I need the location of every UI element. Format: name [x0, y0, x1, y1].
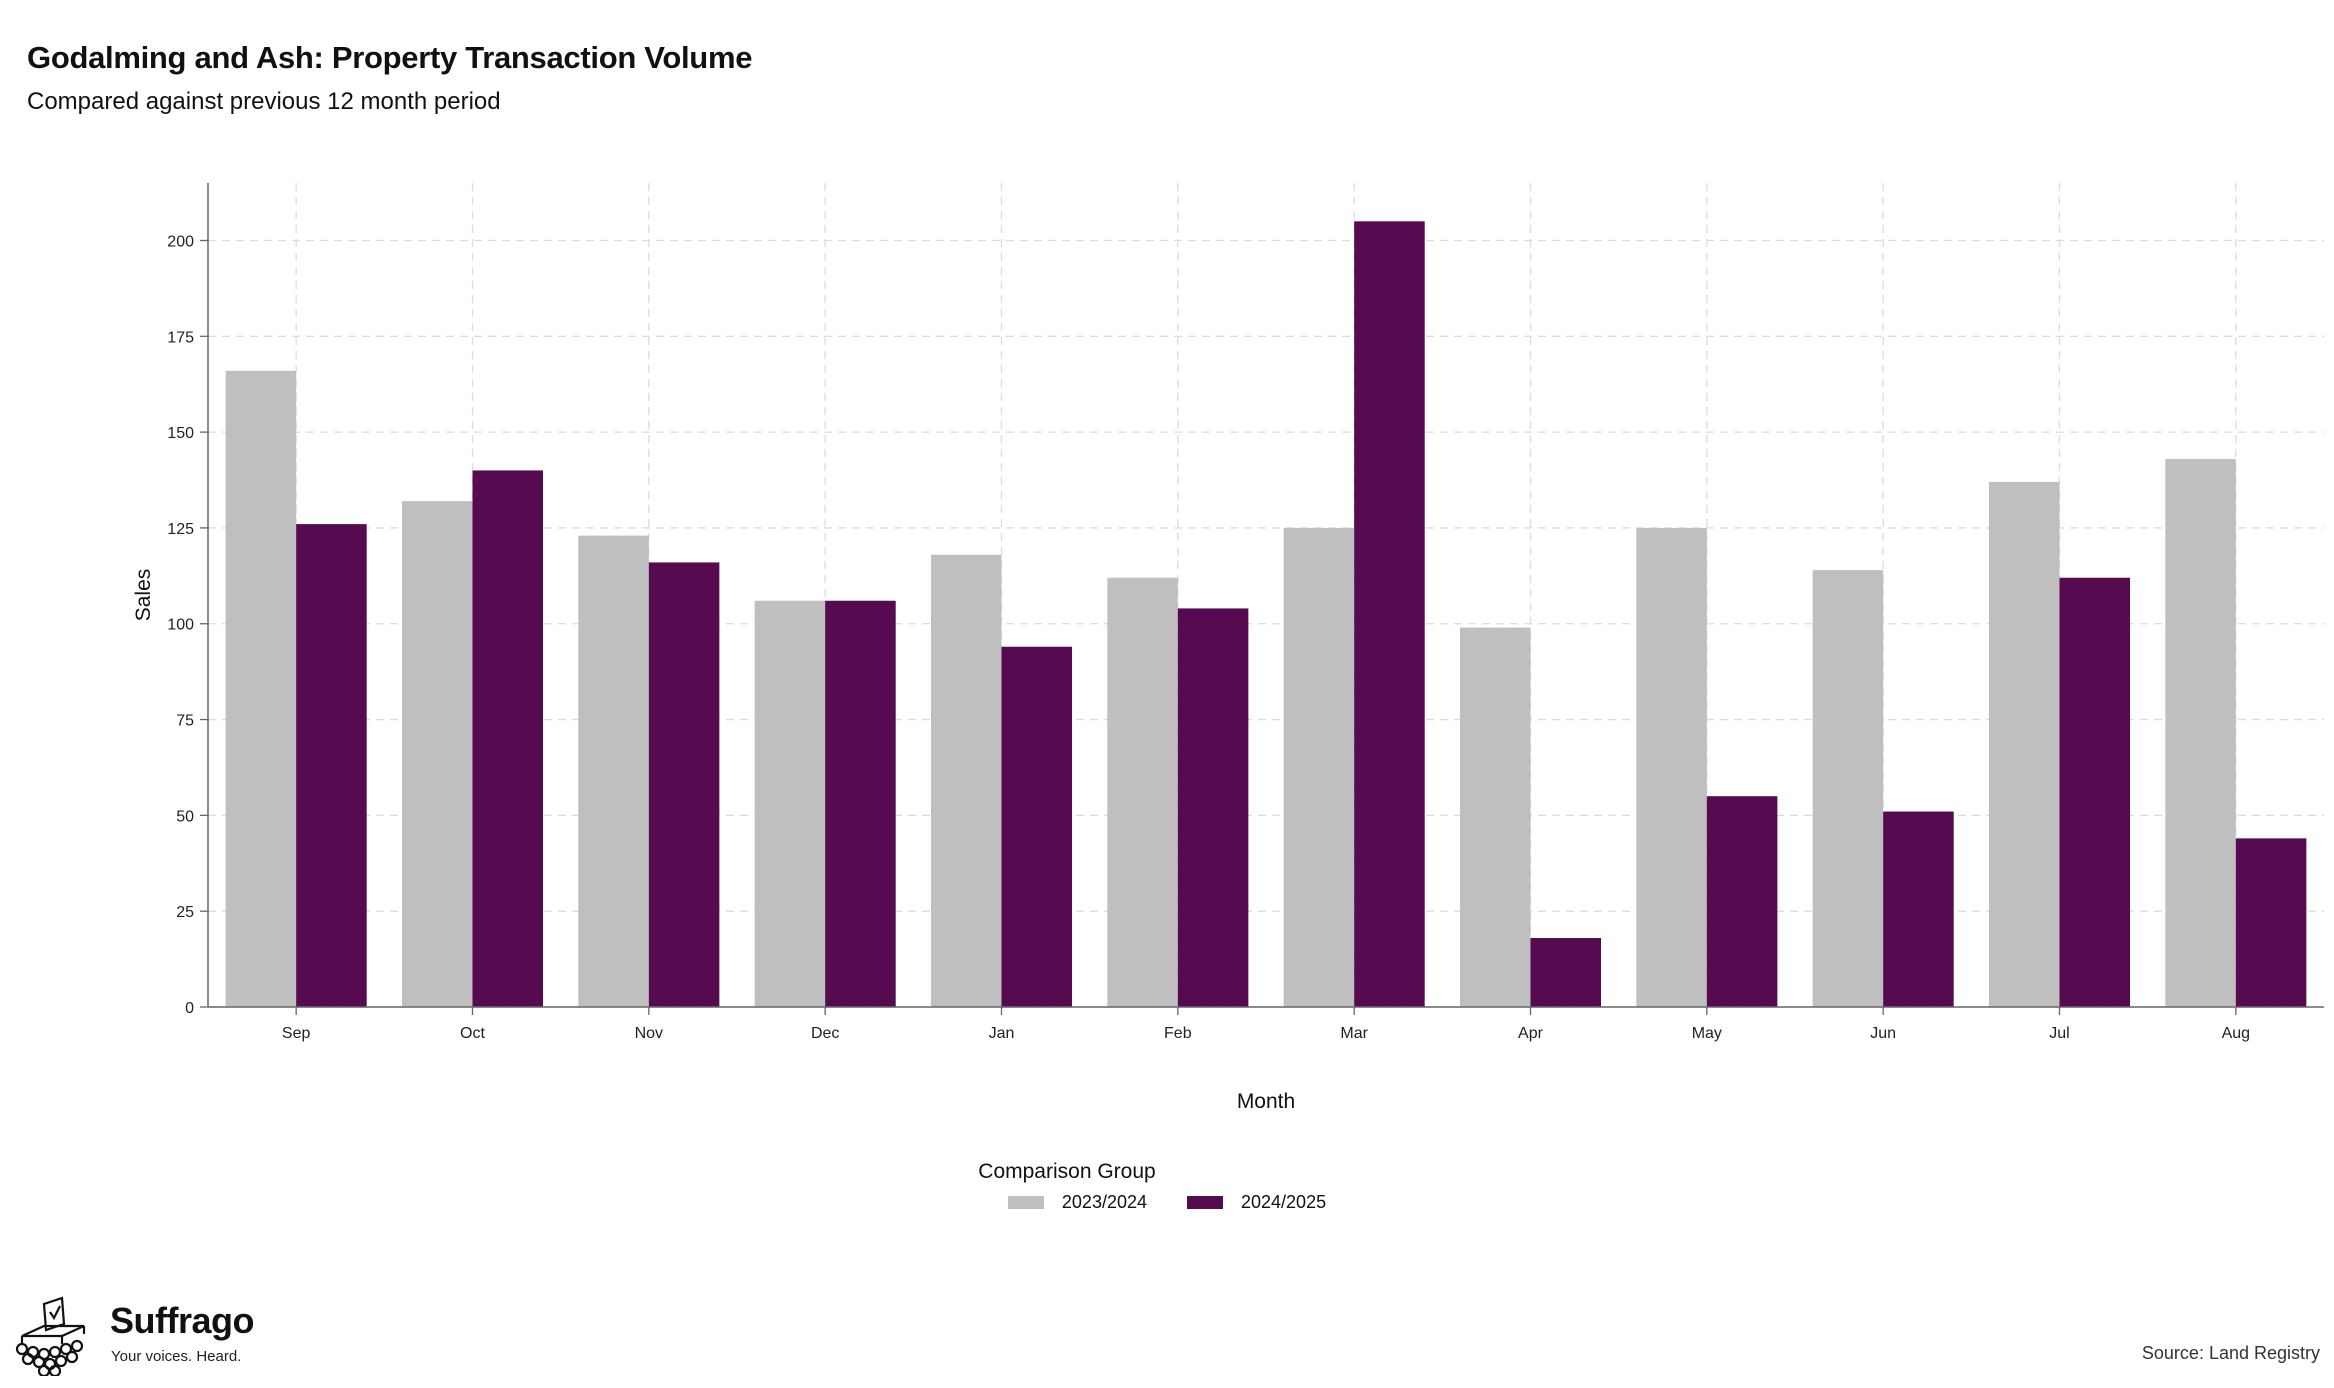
- y-axis-title: Sales: [132, 569, 155, 622]
- bar-2023-2024-may: [1636, 527, 1707, 1007]
- x-tick-label: Feb: [1164, 1025, 1192, 1042]
- x-tick-label: Jan: [989, 1025, 1015, 1042]
- bar-2024-2025-may: [1706, 796, 1778, 1007]
- y-tick-label: 125: [167, 521, 194, 538]
- y-tick-label: 75: [176, 713, 194, 730]
- legend-label-2024-2025: 2024/2025: [1241, 1192, 1327, 1212]
- y-tick-label: 100: [167, 617, 194, 634]
- bar-2023-2024-jan: [930, 554, 1002, 1007]
- bar-2023-2024-apr: [1459, 627, 1531, 1007]
- bar-2023-2024-mar: [1283, 527, 1355, 1007]
- brand-tagline: Your voices. Heard.: [111, 1348, 242, 1365]
- legend-swatch-2024-2025: [1187, 1196, 1223, 1209]
- x-tick-label: Aug: [2222, 1025, 2250, 1042]
- x-tick-label: Dec: [811, 1025, 839, 1042]
- legend-item-2023-2024: 2023/2024: [1007, 1192, 1147, 1213]
- x-tick-label: May: [1692, 1025, 1722, 1042]
- x-axis-title: Month: [1237, 1090, 1295, 1113]
- x-tick-label: Jun: [1870, 1025, 1896, 1042]
- chart-title: Godalming and Ash: Property Transaction …: [27, 40, 753, 75]
- legend-items: 2023/2024 2024/2025: [1007, 1192, 1326, 1213]
- y-tick-label: 200: [167, 233, 194, 250]
- bar-2023-2024-jun: [1812, 570, 1884, 1007]
- bar-2023-2024-aug: [2165, 458, 2236, 1007]
- y-tick-label: 25: [176, 904, 194, 921]
- y-tick-label: 150: [167, 425, 194, 442]
- bar-2024-2025-mar: [1354, 221, 1425, 1008]
- legend-label-2023-2024: 2023/2024: [1061, 1192, 1147, 1212]
- y-tick-label: 175: [167, 329, 194, 346]
- bar-2024-2025-oct: [472, 470, 544, 1007]
- legend-title: Comparison Group: [978, 1160, 1156, 1183]
- y-tick-label: 0: [185, 1000, 194, 1017]
- brand-name: Suffrago: [110, 1300, 255, 1341]
- axes: 0 25 50 75 100 125 150 175 200 Sep Oct Nov Dec Jan Feb…: [167, 183, 2324, 1042]
- legend: Comparison Group 2023/2024 2024/2025: [0, 1160, 2334, 1214]
- bar-2024-2025-jan: [1001, 646, 1073, 1007]
- legend-swatch-2023-2024: [1007, 1196, 1044, 1209]
- x-tick-label: Mar: [1340, 1025, 1368, 1042]
- bar-2024-2025-apr: [1530, 938, 1602, 1007]
- bar-2023-2024-feb: [1107, 577, 1178, 1007]
- x-tick-label: Jul: [2049, 1025, 2069, 1042]
- bar-2023-2024-sep: [225, 370, 297, 1007]
- bar-2023-2024-nov: [578, 535, 649, 1007]
- bar-2023-2024-jul: [1988, 481, 2060, 1007]
- bar-2024-2025-aug: [2235, 838, 2307, 1007]
- bar-2024-2025-dec: [825, 600, 896, 1007]
- chart-subtitle: Compared against previous 12 month perio…: [27, 88, 501, 115]
- ballot-box-icon: [15, 1296, 86, 1376]
- x-tick-label: Apr: [1518, 1025, 1544, 1042]
- bar-2024-2025-nov: [648, 562, 720, 1007]
- bars: [225, 221, 2307, 1008]
- x-tick-label: Oct: [460, 1025, 485, 1042]
- source-note: Source: Land Registry: [2141, 1343, 2320, 1363]
- x-tick-label: Sep: [282, 1025, 311, 1042]
- bar-2023-2024-dec: [754, 600, 826, 1007]
- legend-item-2024-2025: 2024/2025: [1187, 1192, 1326, 1213]
- bar-2023-2024-oct: [401, 501, 473, 1007]
- y-tick-label: 50: [176, 808, 194, 825]
- bar-2024-2025-sep: [296, 524, 367, 1007]
- bar-2024-2025-feb: [1177, 608, 1249, 1007]
- x-tick-label: Nov: [635, 1025, 663, 1042]
- bar-2024-2025-jun: [1883, 811, 1954, 1007]
- bar-2024-2025-jul: [2059, 577, 2131, 1007]
